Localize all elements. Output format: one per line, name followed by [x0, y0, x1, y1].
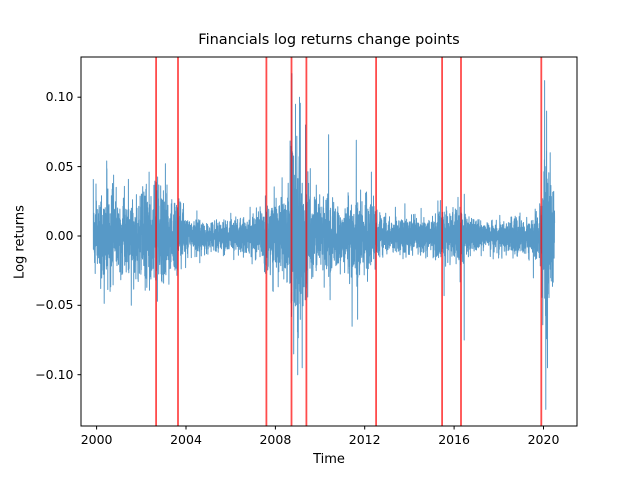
x-tick-label: 2012	[348, 432, 381, 447]
axes-spines	[80, 56, 578, 427]
x-tick-label: 2008	[259, 432, 292, 447]
y-tick-label: −0.05	[35, 297, 74, 313]
x-tick-label: 2016	[438, 432, 470, 447]
y-tick-label: 0.00	[45, 227, 74, 243]
y-tick-label: 0.10	[45, 89, 74, 105]
x-tick-label: 2000	[80, 432, 113, 447]
chart-title: Financials log returns change points	[198, 32, 460, 48]
x-tick-label: 2004	[170, 432, 202, 447]
y-tick-label: 0.05	[45, 158, 74, 174]
log-returns-series	[92, 73, 556, 410]
x-tick-label: 2020	[527, 432, 560, 447]
y-tick-label: −0.10	[35, 366, 74, 382]
x-axis-label: Time	[313, 452, 345, 467]
